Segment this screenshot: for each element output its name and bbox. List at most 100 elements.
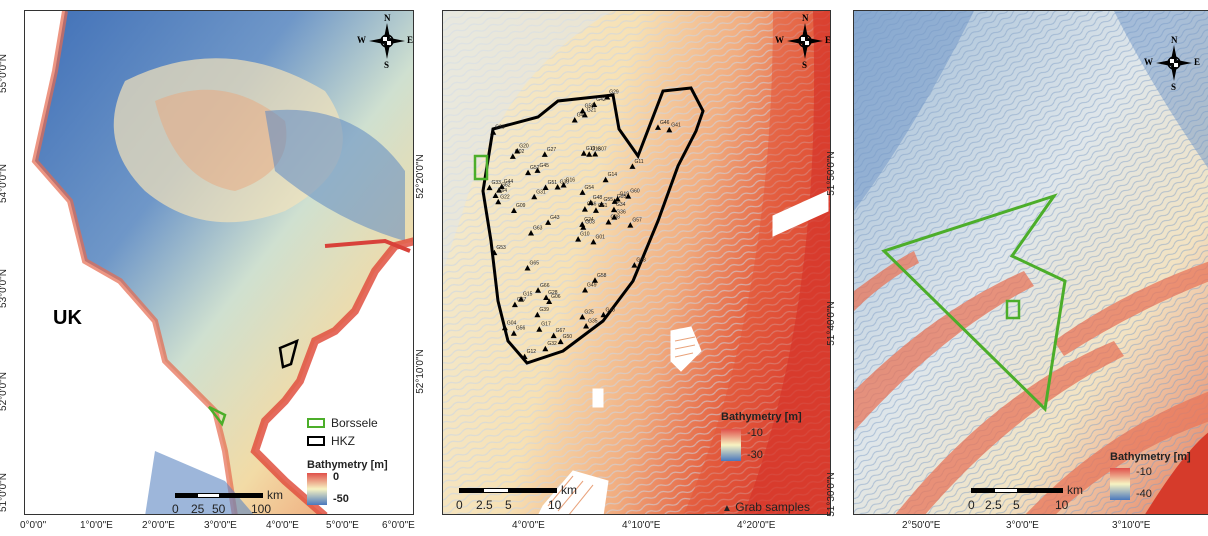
grab-sample-label: G06 <box>551 294 561 300</box>
legend-hkz-label: HKZ <box>331 434 355 448</box>
hkz-outline <box>481 86 705 365</box>
grab-sample-label: G09 <box>516 203 526 209</box>
grab-sample-marker: G02 <box>509 149 524 159</box>
y-tick: 54°0'0"N <box>0 164 9 203</box>
grab-sample-label: G01 <box>595 234 605 240</box>
grab-sample-marker: G62 <box>496 183 511 193</box>
scale-bar <box>971 488 1063 493</box>
x-tick: 2°50'0"E <box>902 520 941 531</box>
grab-sample-marker: G16 <box>560 178 576 188</box>
x-tick: 4°20'0"E <box>737 520 776 531</box>
green-inset-box <box>473 154 489 181</box>
bathymetry-min: -40 <box>1136 488 1152 500</box>
scale-bar <box>459 488 557 493</box>
grab-sample-label: G30 <box>560 180 570 186</box>
grab-sample-label: G51 <box>548 180 558 186</box>
grab-sample-label: G24 <box>584 217 594 223</box>
x-tick: 5°0'0"E <box>326 520 359 531</box>
grab-sample-label: G52 <box>530 165 540 171</box>
grab-sample-marker: G37 <box>511 297 527 308</box>
grab-sample-label: G12 <box>527 349 537 355</box>
grab-sample-marker: G47 <box>571 112 586 123</box>
north-arrow-compass: N S W E <box>357 13 413 70</box>
y-tick: 51°0'0"N <box>0 473 9 512</box>
grab-sample-label: G10 <box>580 232 590 238</box>
borssele-swatch <box>307 418 325 428</box>
grab-sample-label: G39 <box>539 307 549 313</box>
grab-sample-label: G43 <box>550 215 560 221</box>
grab-sample-marker: G27 <box>541 147 556 157</box>
compass-rose-icon <box>1156 45 1192 81</box>
scale-label: 10 <box>1055 498 1069 512</box>
grab-sample-label: G50 <box>563 334 573 340</box>
x-tick: 4°10'0"E <box>622 520 661 531</box>
y-tick: 53°0'0"N <box>0 269 9 308</box>
compass-n: N <box>1171 35 1178 45</box>
grab-sample-label: G66 <box>540 283 550 289</box>
legend-borssele-label: Borssele <box>331 416 378 430</box>
compass-w: W <box>357 35 366 45</box>
grab-sample-marker: G48 <box>587 195 602 205</box>
grab-sample-marker: G55 <box>598 197 614 207</box>
y-tick: 51°30'0"N <box>825 472 837 517</box>
scale-label: 10 <box>548 498 562 512</box>
grab-sample-label: G67 <box>556 328 566 334</box>
grab-sample-label: G04 <box>507 320 517 326</box>
grab-sample-marker: G30 <box>554 180 570 190</box>
scale-label: 0 <box>172 502 179 515</box>
grab-samples-label: Grab samples <box>735 500 810 514</box>
bathymetry-colorbar <box>307 473 327 505</box>
map-panel-borssele[interactable]: N S W E Bathymetry [m] -10 -40 km 0 2.5 … <box>853 10 1208 515</box>
grab-sample-marker: G56 <box>510 326 526 336</box>
compass-w: W <box>775 35 784 45</box>
grab-sample-marker: G41 <box>666 122 681 133</box>
map-panel-north-sea[interactable]: UK N S W E Borssele HKZ Bathymetry [m] 0… <box>24 10 414 515</box>
grab-sample-marker: G04 <box>501 320 517 331</box>
grab-sample-marker: G07 <box>592 146 607 157</box>
grab-sample-marker: G17 <box>536 322 551 332</box>
grab-sample-label: G03 <box>585 220 595 226</box>
grab-sample-label: G60 <box>630 189 640 195</box>
bathymetry-colorbar <box>721 429 741 461</box>
grab-sample-marker: G57 <box>627 218 642 228</box>
grab-sample-label: G29 <box>609 90 619 96</box>
scale-label: 0 <box>456 498 463 512</box>
grab-sample-label: G21 <box>587 107 597 113</box>
grab-sample-marker: G01 <box>590 234 605 245</box>
grab-sample-label: G05 <box>617 194 627 200</box>
grab-sample-marker: G60 <box>625 189 640 199</box>
grab-sample-marker: G63 <box>528 225 543 236</box>
scale-label: 50 <box>212 502 226 515</box>
grab-sample-label: G37 <box>517 297 527 303</box>
grab-sample-label: G53 <box>496 245 506 251</box>
grab-sample-label: G58 <box>597 273 607 279</box>
scale-label: 0 <box>968 498 975 512</box>
grab-sample-label: G23 <box>636 258 646 264</box>
north-sea-bathymetry-map <box>25 11 413 514</box>
grab-sample-label: G34 <box>616 202 626 208</box>
grab-sample-label: G32 <box>547 341 557 347</box>
grab-sample-label: G22 <box>500 194 510 200</box>
grab-sample-label: G14 <box>608 172 618 178</box>
scale-label: 2.5 <box>476 498 493 512</box>
grab-sample-marker: G59 <box>579 103 594 114</box>
scale-label: 25 <box>191 502 205 515</box>
grab-sample-marker: G09 <box>510 203 526 213</box>
map-panel-hkz[interactable]: G01G02G03G04G05G06G07G08G09G10G11G12G13G… <box>442 10 831 515</box>
grab-sample-marker: G38 <box>490 125 505 135</box>
grab-sample-label: G41 <box>671 122 681 128</box>
grab-sample-marker: G12 <box>521 349 537 360</box>
grab-sample-label: G55 <box>604 197 614 203</box>
grab-sample-marker: G22 <box>495 194 510 205</box>
north-arrow-compass: N S W E <box>775 13 830 70</box>
hkz-bathymetry-map: G01G02G03G04G05G06G07G08G09G10G11G12G13G… <box>443 11 830 514</box>
grab-sample-label: G33 <box>492 180 502 186</box>
grab-sample-label: G40 <box>605 307 615 313</box>
grab-sample-label: G16 <box>566 178 576 184</box>
grab-sample-marker: G64 <box>492 188 507 199</box>
grab-sample-label: G49 <box>587 282 597 288</box>
grab-sample-marker: G28 <box>543 290 558 300</box>
grab-sample-label: G61 <box>598 203 608 209</box>
grab-sample-marker: G43 <box>545 215 560 225</box>
bathymetry-legend-title: Bathymetry [m] <box>307 459 388 471</box>
